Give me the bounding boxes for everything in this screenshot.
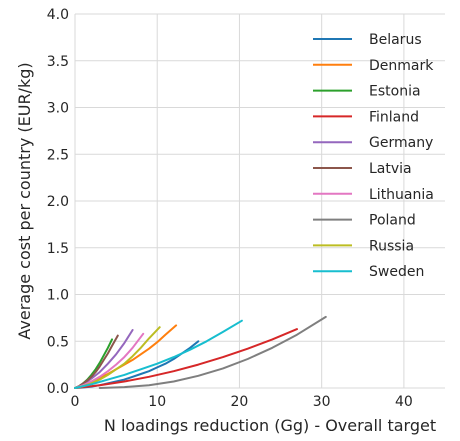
legend-item-latvia: Latvia [313, 161, 412, 177]
legend-item-germany: Germany [313, 135, 433, 151]
x-tick-label: 40 [395, 394, 413, 410]
y-tick-label: 3.5 [47, 54, 69, 70]
legend-label: Lithuania [369, 187, 434, 203]
legend-item-finland: Finland [313, 109, 419, 125]
grid [74, 13, 445, 389]
series-line-lithuania [74, 332, 145, 389]
series-line-latvia [74, 334, 119, 389]
legend-item-russia: Russia [313, 238, 414, 254]
legend-label: Estonia [369, 84, 421, 100]
x-tick-label: 10 [148, 394, 166, 410]
legend-label: Poland [369, 213, 416, 229]
legend-label: Germany [369, 135, 433, 151]
legend-item-belarus: Belarus [313, 32, 422, 48]
y-axis-title: Average cost per country (EUR/kg) [15, 62, 34, 339]
legend-label: Belarus [369, 32, 422, 48]
legend-label: Latvia [369, 161, 412, 177]
legend-item-lithuania: Lithuania [313, 187, 434, 203]
y-tick-label: 3.0 [47, 101, 69, 117]
series-line-finland [74, 328, 298, 389]
legend-item-estonia: Estonia [313, 84, 421, 100]
y-tick-label: 4.0 [47, 7, 69, 23]
y-tick-label: 1.0 [47, 288, 69, 304]
series-line-poland [98, 315, 327, 389]
x-axis-title: N loadings reduction (Gg) - Overall targ… [104, 416, 436, 435]
x-tick-label: 20 [231, 394, 249, 410]
legend-label: Finland [369, 109, 419, 125]
legend-item-poland: Poland [313, 213, 416, 229]
series-lines [74, 315, 327, 389]
y-tick-label: 1.5 [47, 241, 69, 257]
y-tick-label: 0.5 [47, 334, 69, 350]
legend-item-sweden: Sweden [313, 264, 424, 280]
series-line-sweden [74, 319, 243, 389]
y-tick-label: 2.0 [47, 194, 69, 210]
legend-label: Russia [369, 238, 414, 254]
tick-labels: 0 10 20 30 40 0.0 0.5 1.0 1.5 2.0 2.5 3.0 3.5 4.0 [47, 7, 413, 410]
x-tick-label: 30 [313, 394, 331, 410]
legend-item-denmark: Denmark [313, 58, 434, 74]
y-tick-label: 2.5 [47, 147, 69, 163]
x-tick-label: 0 [71, 394, 80, 410]
legend-label: Denmark [369, 58, 434, 74]
legend-label: Sweden [369, 264, 424, 280]
legend: Belarus Denmark Estonia Finland Germany Latvi… [313, 32, 434, 280]
y-tick-label: 0.0 [47, 381, 69, 397]
